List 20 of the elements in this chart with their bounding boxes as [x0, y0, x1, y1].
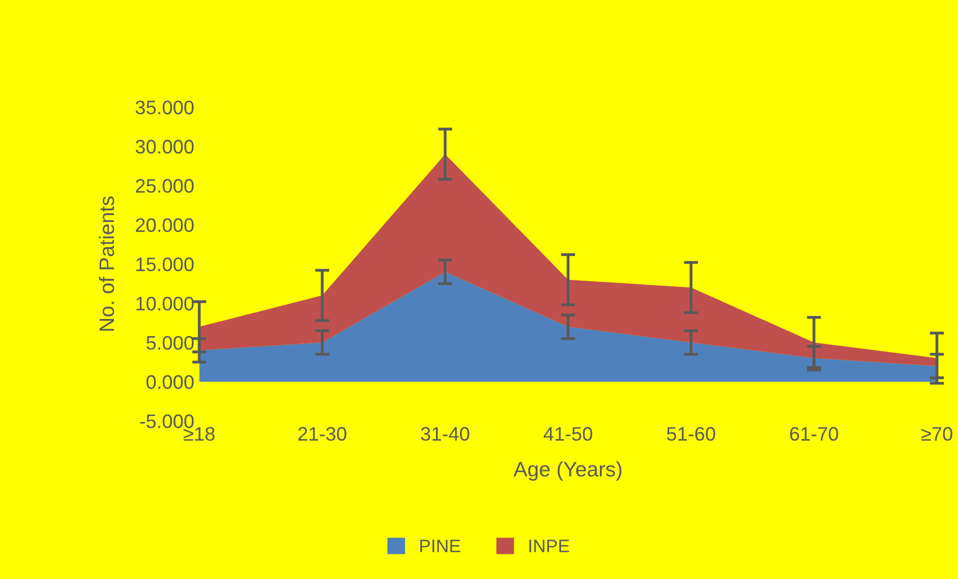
- legend-label: INPE: [529, 540, 570, 552]
- x-axis-title: Age (Years): [514, 461, 622, 481]
- x-tick-label: 21-30: [298, 427, 346, 441]
- y-tick-label: 5.000: [146, 336, 194, 350]
- y-tick-label: 30.000: [136, 140, 194, 154]
- legend-label: PINE: [420, 540, 460, 552]
- y-tick-label: -5.000: [140, 414, 194, 428]
- y-tick-label: 10.000: [136, 296, 194, 310]
- y-axis-title: No. of Patients: [98, 196, 114, 331]
- y-tick-label: 15.000: [136, 257, 194, 272]
- y-tick-label: 0.000: [146, 375, 194, 389]
- y-tick-label: 20.000: [136, 218, 194, 232]
- y-tick-label: 25.000: [136, 179, 194, 193]
- x-tick-label: 31-40: [421, 427, 470, 441]
- x-tick-label: 41-50: [544, 427, 592, 441]
- x-tick-label: 61-70: [790, 427, 838, 441]
- x-tick-label: ≥18: [184, 427, 215, 441]
- y-tick-label: 35.000: [136, 100, 194, 114]
- x-tick-label: 51-60: [666, 427, 716, 441]
- x-tick-label: ≥70: [921, 427, 952, 441]
